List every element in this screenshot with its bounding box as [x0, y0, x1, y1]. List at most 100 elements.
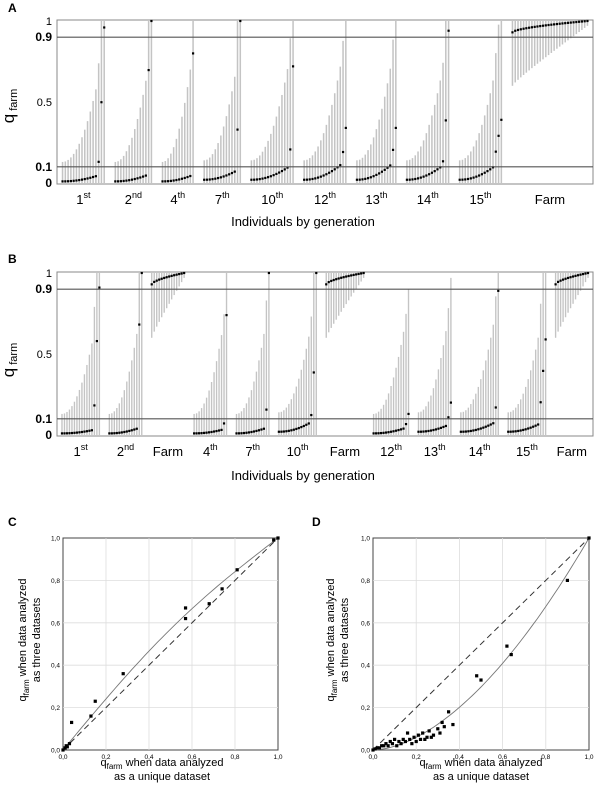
data-point: [425, 735, 429, 739]
data-point: [235, 432, 238, 435]
data-point: [203, 178, 206, 181]
data-point: [578, 20, 581, 23]
data-point: [220, 428, 223, 432]
y-tick-label: 0: [45, 176, 52, 190]
data-point: [128, 429, 131, 433]
group-label: 15th: [516, 442, 538, 459]
data-point: [257, 429, 261, 432]
data-point: [68, 432, 71, 435]
data-point: [429, 429, 433, 432]
data-point: [395, 744, 399, 748]
data-point: [245, 431, 248, 434]
data-point: [397, 428, 400, 432]
data-point: [88, 429, 91, 432]
data-point: [114, 180, 117, 183]
group-label-base: Farm: [153, 444, 183, 459]
data-point: [571, 275, 575, 278]
data-point: [355, 273, 358, 276]
data-point: [586, 19, 589, 23]
data-point: [575, 20, 578, 24]
data-point: [75, 179, 78, 182]
data-point: [429, 735, 433, 739]
data-point: [225, 174, 228, 177]
data-point: [566, 276, 570, 280]
data-point: [380, 744, 384, 748]
data-point: [302, 424, 305, 428]
data-point: [449, 401, 452, 404]
panel-c-plot: 0,00,0 0,2 0,2 0,4 0,4 0,6 0,6 0,8 0,8 1,0 1,0: [51, 536, 283, 762]
data-point: [474, 428, 477, 432]
data-point: [217, 429, 221, 432]
y-tick-label: 0.5: [37, 97, 52, 109]
data-point: [461, 178, 464, 181]
panel-c-xlabel-line2: as a unique dataset: [114, 771, 210, 783]
data-point: [128, 179, 131, 182]
group-label-sup: nd: [124, 442, 134, 452]
data-point: [64, 180, 67, 183]
data-point: [90, 429, 94, 432]
data-point: [519, 28, 522, 31]
group-label: 1st: [74, 442, 89, 459]
data-point: [379, 431, 383, 435]
data-point: [325, 283, 328, 286]
data-point: [375, 432, 378, 435]
data-point: [80, 430, 84, 434]
data-point: [233, 170, 236, 173]
group-label: Farm: [153, 444, 183, 459]
data-point: [147, 68, 150, 72]
data-point: [250, 178, 253, 181]
data-point: [261, 177, 264, 180]
data-point: [486, 170, 489, 173]
data-point: [427, 729, 431, 733]
panel-d-plot: 0,00,0 0,2 0,2 0,4 0,4 0,6 0,6 0,8 0,8 1,0 1,0: [361, 536, 594, 762]
data-point: [118, 431, 121, 434]
data-point: [431, 733, 436, 737]
data-point: [392, 430, 395, 433]
group-label-base: Farm: [557, 444, 587, 459]
data-point: [85, 430, 89, 433]
data-point: [337, 277, 340, 280]
data-point: [451, 722, 455, 727]
data-point: [83, 430, 86, 433]
data-point: [390, 742, 395, 746]
data-point: [208, 178, 211, 181]
data-point: [307, 422, 310, 425]
x-tick-label: 0,2: [101, 754, 110, 761]
data-point: [92, 175, 95, 179]
data-point: [247, 431, 251, 434]
data-point: [113, 432, 116, 435]
data-point: [308, 178, 311, 181]
data-point: [389, 164, 392, 167]
data-point: [164, 180, 167, 183]
data-point: [135, 427, 138, 430]
data-point: [477, 428, 480, 431]
data-point: [383, 168, 386, 171]
data-point: [522, 428, 525, 432]
data-point: [272, 174, 275, 177]
group-label: Farm: [535, 192, 565, 207]
data-point: [497, 134, 500, 137]
fitted-curve: [62, 537, 279, 751]
data-point: [123, 430, 126, 434]
data-point: [165, 276, 168, 279]
data-point: [333, 168, 336, 171]
data-point: [168, 275, 171, 278]
data-point: [342, 276, 345, 279]
data-point: [414, 177, 417, 181]
data-point: [180, 177, 184, 180]
data-point: [93, 404, 96, 407]
data-point: [295, 427, 298, 431]
group-label-base: 1: [76, 192, 83, 207]
data-point: [391, 148, 395, 151]
data-point: [554, 283, 557, 286]
data-point: [442, 725, 446, 729]
group-label-base: 2: [125, 192, 132, 207]
data-point: [133, 428, 136, 431]
data-point: [555, 22, 558, 26]
data-point: [216, 176, 220, 180]
identity-line: [62, 537, 279, 751]
data-point: [170, 274, 173, 277]
panel-a-plot: 1st 2nd 4th 7th 10th 12th 13th 14th 15th Farm00.1…: [35, 16, 594, 207]
data-point: [83, 177, 86, 181]
data-point: [158, 278, 161, 281]
